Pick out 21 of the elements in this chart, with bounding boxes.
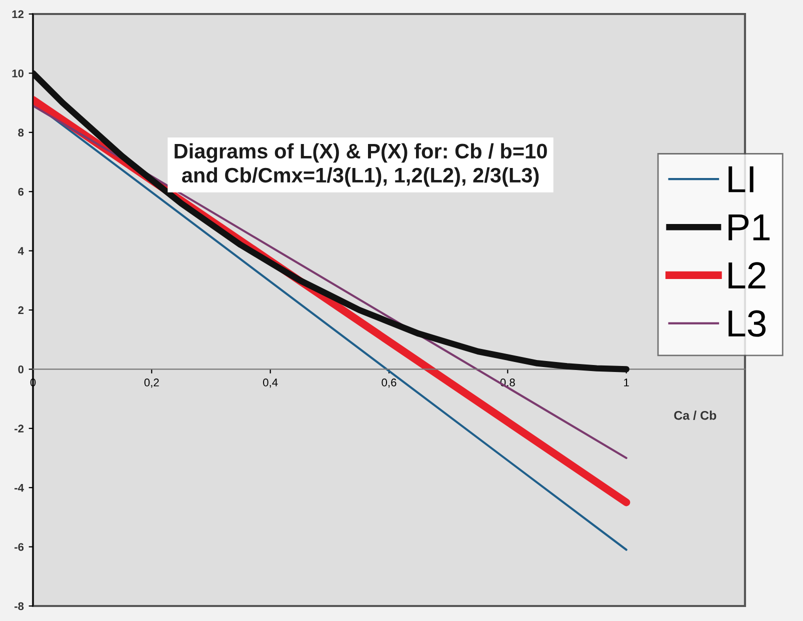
legend-label: P1 [728, 214, 770, 240]
y-tick-label: 10 [12, 69, 24, 78]
y-tick-label: -2 [14, 424, 24, 432]
legend-label: L3 [728, 310, 766, 337]
y-tick-label: 0 [18, 365, 24, 374]
x-axis-title: Ca / Cb [674, 410, 716, 420]
y-tick-label: -8 [14, 602, 24, 610]
text: Diagrams of L(X) & P(X) for: Cb / b=10 and Cb/Cmx=1/3(L1), 1,2(L2), 2/3(L3) [174, 143, 547, 187]
x-tick-label: 0,4 [263, 378, 278, 388]
y-tick-label: 4 [18, 247, 24, 255]
y-tick-label: -4 [14, 484, 24, 492]
x-tick-label: 0,6 [382, 378, 396, 388]
x-tick-label: 1 [624, 378, 629, 386]
y-tick-label: 2 [18, 306, 24, 314]
legend-label: L2 [728, 262, 766, 288]
y-tick-label: -6 [14, 543, 24, 551]
y-tick-label: 12 [12, 10, 24, 18]
y-tick-label: 8 [18, 128, 24, 137]
y-tick-label: 6 [18, 188, 24, 196]
legend-label: LI [728, 166, 754, 192]
x-tick-label: 0,2 [144, 378, 159, 388]
